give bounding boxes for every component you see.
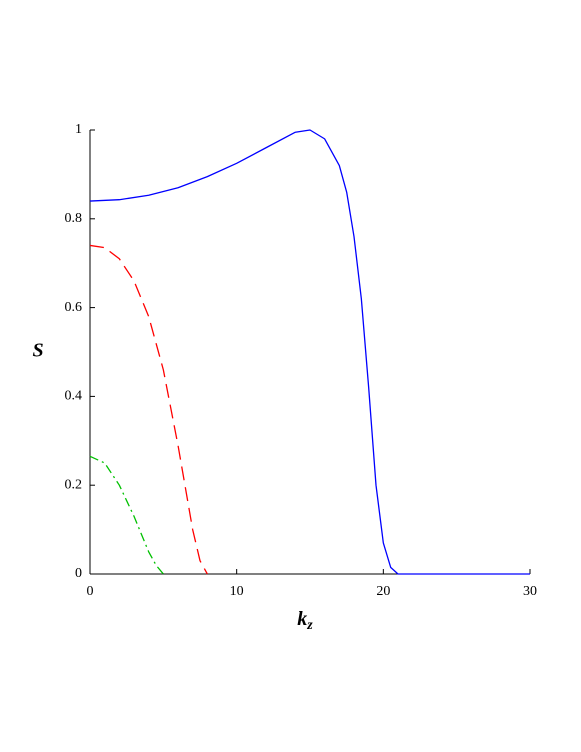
x-tick-label: 20 [376, 584, 390, 599]
series-line [89, 129, 530, 575]
x-axis-label-main: k [297, 608, 307, 630]
series-line [89, 244, 208, 575]
y-axis-label: S [32, 340, 43, 362]
series-line [89, 455, 164, 575]
y-tick-label: 0.4 [65, 389, 83, 404]
x-axis-label: kz [297, 608, 313, 634]
x-tick-label: 10 [230, 584, 244, 599]
y-tick-label: 0.2 [65, 477, 83, 492]
x-tick-label: 0 [87, 584, 94, 599]
y-tick-label: 0.6 [65, 300, 83, 315]
y-tick-label: 1 [75, 122, 82, 137]
x-tick-label: 30 [523, 584, 537, 599]
y-tick-label: 0 [75, 566, 82, 581]
x-axis-label-sub: z [306, 618, 313, 633]
y-tick-label: 0.8 [65, 211, 83, 226]
